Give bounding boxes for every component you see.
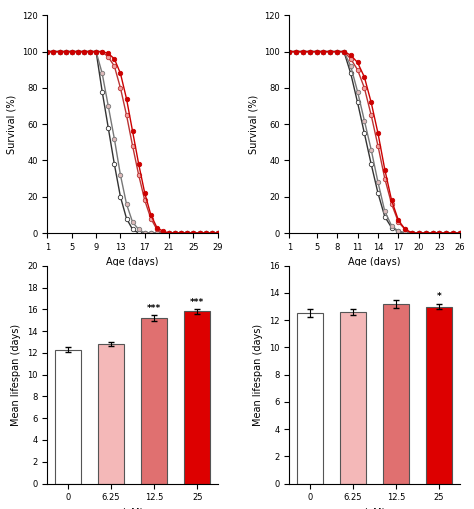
Y-axis label: Mean lifespan (days): Mean lifespan (days) <box>11 324 21 426</box>
Text: (a): (a) <box>125 346 140 356</box>
Bar <box>141 318 167 484</box>
Y-axis label: Survival (%): Survival (%) <box>6 95 17 154</box>
Bar <box>383 304 409 484</box>
Bar <box>297 314 323 484</box>
Bar <box>184 312 210 484</box>
Text: ***: *** <box>190 298 204 307</box>
Text: *: * <box>437 292 441 301</box>
Bar <box>98 344 124 484</box>
Legend: 0 μM, 6.25 μM, 12.5 μM, 25 μM: 0 μM, 6.25 μM, 12.5 μM, 25 μM <box>84 302 181 324</box>
X-axis label: Age (days): Age (days) <box>348 258 401 267</box>
X-axis label: (μM): (μM) <box>364 508 386 509</box>
Y-axis label: Mean lifespan (days): Mean lifespan (days) <box>254 324 264 426</box>
X-axis label: Age (days): Age (days) <box>106 258 159 267</box>
Text: (b): (b) <box>367 346 383 356</box>
Text: ***: *** <box>147 304 161 313</box>
Y-axis label: Survival (%): Survival (%) <box>248 95 258 154</box>
X-axis label: (μM): (μM) <box>121 508 144 509</box>
Legend: 0 μM, 6.25 μM, 12.5 μM, 25 μM: 0 μM, 6.25 μM, 12.5 μM, 25 μM <box>326 302 423 324</box>
Bar <box>426 306 452 484</box>
Bar <box>55 350 81 484</box>
Bar <box>340 312 366 484</box>
